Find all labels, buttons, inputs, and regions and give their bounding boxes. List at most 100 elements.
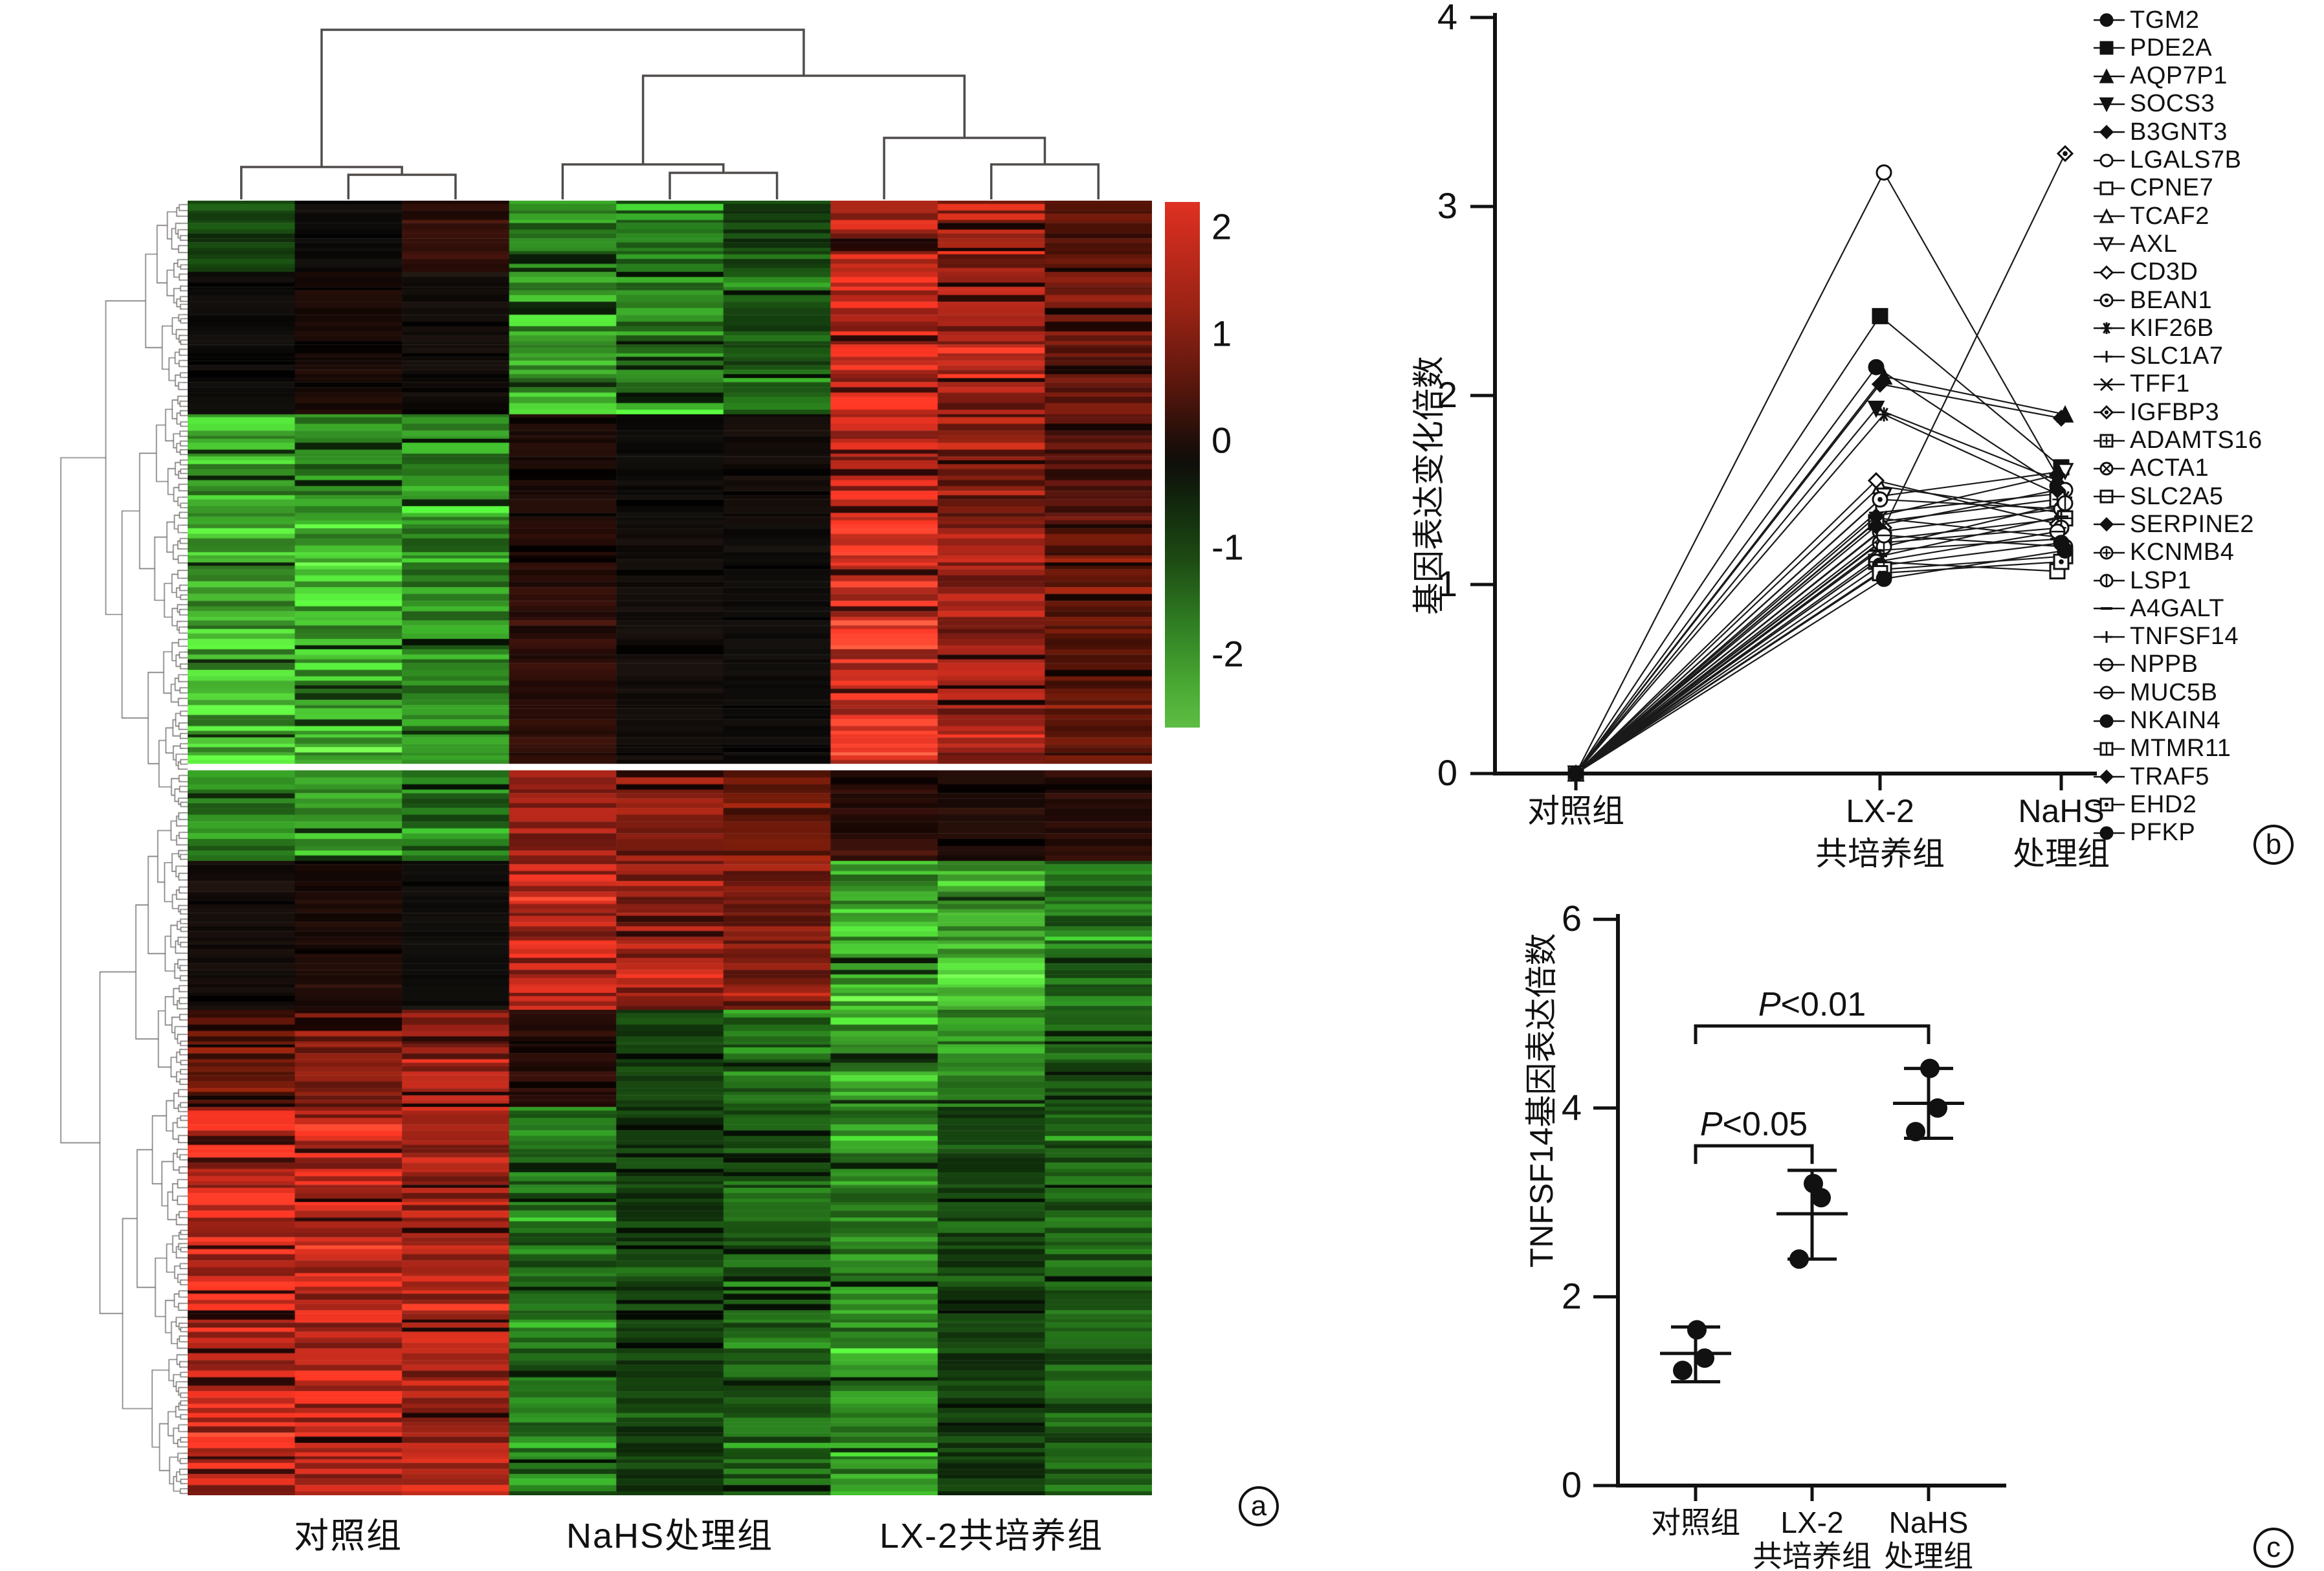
legend-marker-icon bbox=[2094, 742, 2125, 756]
scatter-point bbox=[1906, 1122, 1925, 1142]
dendrogram-branch bbox=[641, 74, 966, 164]
series-marker bbox=[2099, 41, 2114, 55]
series-marker bbox=[2099, 97, 2114, 113]
y-tick-label: 3 bbox=[1437, 185, 1457, 226]
y-tick-label: 1 bbox=[1437, 563, 1457, 604]
x-tick-label: LX-2 bbox=[1780, 1506, 1843, 1539]
series-marker-dot bbox=[2104, 298, 2109, 303]
legend-item: TCAF2 bbox=[2092, 203, 2209, 230]
x-tick-label: NaHS bbox=[1889, 1506, 1969, 1539]
legend-label: B3GNT3 bbox=[2130, 118, 2228, 146]
legend-marker-icon bbox=[2094, 797, 2125, 812]
scatter-point bbox=[1673, 1361, 1692, 1381]
legend-marker-icon bbox=[2094, 658, 2125, 672]
panel-a-letter-text: a bbox=[1250, 1490, 1267, 1522]
legend-item: SLC1A7 bbox=[2092, 342, 2224, 370]
series-marker bbox=[1872, 307, 1888, 324]
row-dendrogram bbox=[57, 201, 188, 1495]
dendrogram-branch bbox=[347, 173, 457, 199]
legend-marker-icon bbox=[2094, 153, 2125, 167]
y-tick-label: 2 bbox=[1437, 374, 1457, 415]
legend-marker-icon bbox=[2094, 607, 2125, 610]
legend-marker-icon bbox=[2094, 434, 2125, 447]
legend-marker-icon bbox=[2094, 125, 2125, 140]
legend-label: ACTA1 bbox=[2130, 454, 2209, 482]
legend-item: TFF1 bbox=[2092, 370, 2190, 398]
legend-label: ADAMTS16 bbox=[2130, 427, 2263, 454]
legend-label: TGM2 bbox=[2130, 6, 2200, 34]
legend-item: TNFSF14 bbox=[2092, 623, 2239, 651]
series-marker-detail bbox=[2102, 464, 2111, 473]
legend-label: LSP1 bbox=[2130, 566, 2191, 594]
legend-label: SERPINE2 bbox=[2130, 510, 2254, 538]
legend-item: NKAIN4 bbox=[2092, 707, 2220, 735]
legend-marker-icon bbox=[2094, 630, 2125, 643]
significance-bracket bbox=[1694, 1024, 1931, 1044]
y-tick-label: 4 bbox=[1562, 1087, 1582, 1128]
x-tick-label: 共培养组 bbox=[1753, 1539, 1872, 1571]
significance-label: P<0.05 bbox=[1700, 1106, 1808, 1143]
dendrogram-branch bbox=[669, 172, 779, 199]
series-marker-dot bbox=[2063, 151, 2068, 157]
legend-item: AXL bbox=[2092, 230, 2177, 258]
legend-marker-icon bbox=[2094, 265, 2125, 280]
legend-marker-icon bbox=[2094, 13, 2125, 27]
legend-marker-icon bbox=[2094, 769, 2125, 785]
colorbar-tick-label: -2 bbox=[1212, 633, 1244, 674]
x-tick-label: NaHS bbox=[2018, 793, 2104, 829]
series-line bbox=[1575, 542, 2062, 774]
series-marker bbox=[1868, 359, 1885, 375]
legend-marker-icon bbox=[2094, 517, 2125, 532]
legend-marker-icon bbox=[2094, 685, 2125, 700]
scatter-point bbox=[1811, 1188, 1831, 1208]
series-line bbox=[1575, 517, 2066, 774]
y-tick-label: 2 bbox=[1562, 1275, 1582, 1316]
legend-item: TRAF5 bbox=[2092, 763, 2209, 790]
heatmap-group-label: 对照组 bbox=[294, 1517, 403, 1555]
series-marker bbox=[2099, 153, 2114, 167]
series-marker bbox=[1871, 375, 1889, 393]
legend-item: SOCS3 bbox=[2092, 90, 2215, 118]
series-marker bbox=[2099, 517, 2114, 532]
legend-label: KIF26B bbox=[2130, 314, 2214, 342]
legend-item: KIF26B bbox=[2092, 315, 2214, 342]
panel-c-y-axis-label: TNFSF14基因表达倍数 bbox=[1523, 933, 1560, 1268]
legend-marker-icon bbox=[2094, 41, 2125, 55]
series-line bbox=[1575, 561, 2058, 774]
x-tick-label: LX-2 bbox=[1846, 793, 1914, 829]
legend-marker-icon bbox=[2094, 714, 2125, 728]
legend-item: ADAMTS16 bbox=[2092, 427, 2263, 454]
scatter-point bbox=[1928, 1098, 1947, 1118]
series-line bbox=[1575, 508, 2062, 774]
legend-marker-icon bbox=[2094, 546, 2125, 560]
line-plot: 0 1 2 3 4 对照组 LX-2 共培养组 NaHS 处理组 bbox=[1437, 0, 2110, 872]
series-marker bbox=[2052, 409, 2070, 427]
series-marker bbox=[1876, 164, 1892, 181]
legend-label: PDE2A bbox=[2130, 34, 2213, 61]
scatter-point bbox=[1789, 1249, 1809, 1269]
legend-label: PFKP bbox=[2130, 819, 2196, 847]
y-tick-label: 0 bbox=[1437, 752, 1457, 793]
heatmap-group-label: NaHS处理组 bbox=[566, 1517, 774, 1555]
legend-marker-icon bbox=[2094, 405, 2125, 420]
legend-label: TFF1 bbox=[2130, 370, 2190, 398]
legend-marker-icon bbox=[2094, 350, 2125, 362]
series-marker bbox=[1867, 472, 1885, 489]
legend-marker-icon bbox=[2094, 181, 2125, 195]
legend-label: SLC1A7 bbox=[2130, 342, 2224, 370]
series-marker bbox=[1876, 570, 1892, 587]
series-line bbox=[1575, 480, 2058, 774]
y-tick-label: 4 bbox=[1437, 0, 1457, 37]
legend-label: SOCS3 bbox=[2130, 90, 2215, 118]
series-marker bbox=[2099, 125, 2114, 140]
series-line bbox=[1575, 498, 2062, 774]
legend-item: KCNMB4 bbox=[2092, 539, 2234, 566]
x-tick-label: 对照组 bbox=[1651, 1506, 1740, 1539]
legend-item: SLC2A5 bbox=[2092, 483, 2224, 510]
legend-marker-icon bbox=[2094, 826, 2125, 840]
legend-label: EHD2 bbox=[2130, 790, 2197, 818]
legend-marker-icon bbox=[2094, 489, 2125, 504]
legend-marker-icon bbox=[2094, 68, 2125, 84]
dendrogram-branch bbox=[240, 166, 403, 199]
